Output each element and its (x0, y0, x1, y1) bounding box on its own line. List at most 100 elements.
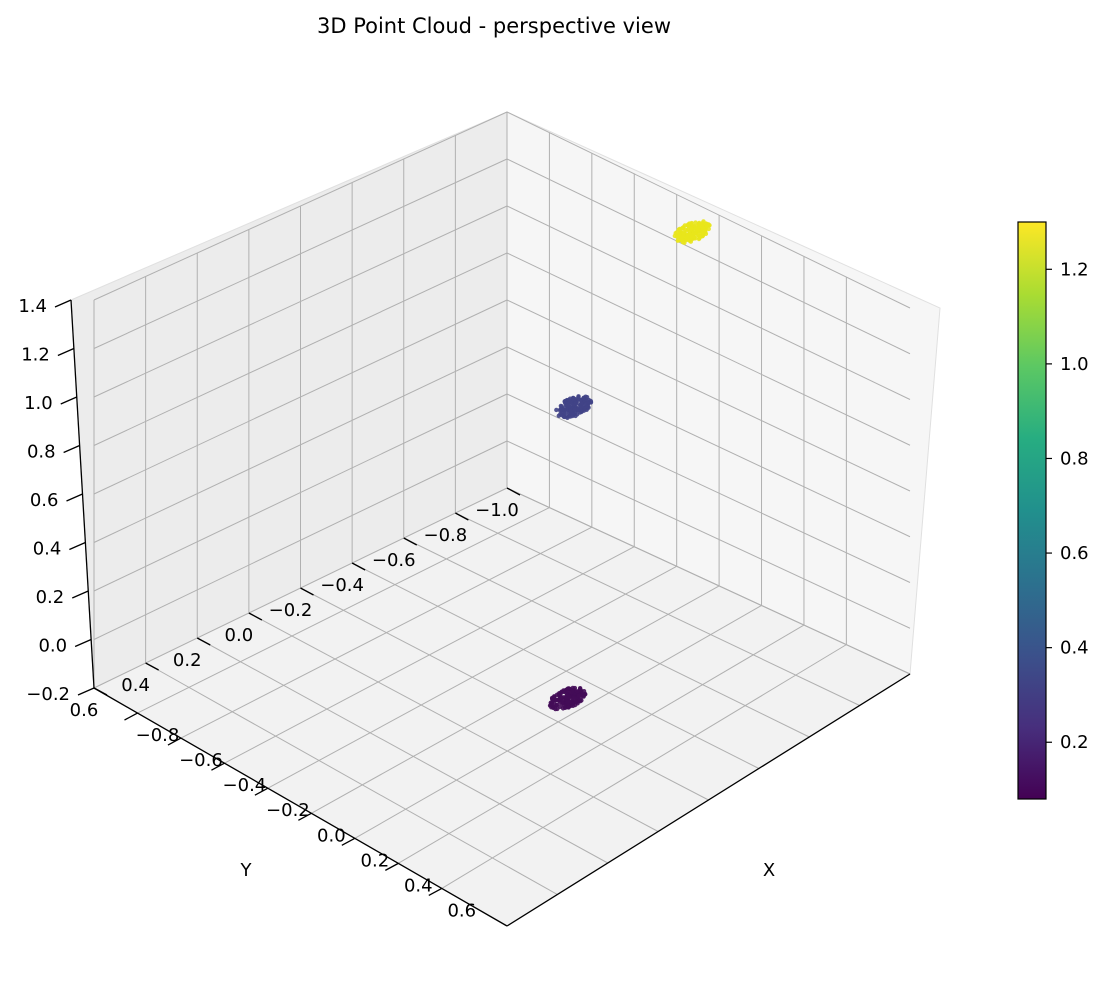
y-tick-mark (351, 562, 366, 571)
grid-line-z-left (93, 299, 508, 495)
z-tick-mark (77, 687, 95, 696)
scatter-point (547, 703, 553, 708)
point-clusters (547, 219, 712, 712)
y-tick-label: 0.2 (173, 650, 202, 671)
scatter-point (565, 699, 570, 705)
x-tick-mark (428, 887, 443, 896)
scatter-point (693, 220, 698, 225)
x-tick-mark (167, 737, 182, 746)
scatter-point (560, 700, 565, 705)
z-tick-label: 0.4 (33, 539, 62, 560)
y-tick-mark (403, 537, 418, 546)
scatter-point (576, 407, 581, 412)
scatter-point (687, 232, 693, 237)
scatter-point (696, 233, 702, 238)
scatter-point (577, 698, 582, 703)
x-tick-mark (211, 762, 225, 771)
scatter-point (706, 226, 711, 232)
y-tick-label: 0.0 (225, 625, 254, 646)
z-tick-mark (63, 444, 80, 454)
z-tick-label: 0.8 (27, 442, 56, 463)
z-tick-mark (60, 396, 78, 405)
scatter-point (573, 400, 579, 406)
grid-line-z-right (506, 252, 911, 446)
scatter-point (702, 228, 708, 233)
grid-line-y-floor (145, 662, 558, 895)
colorbar (1017, 221, 1047, 800)
y-tick-mark (300, 587, 314, 596)
x-tick-label: 0.2 (361, 850, 390, 871)
grid-line-y-floor (248, 612, 659, 832)
colorbar-tick-label: 1.0 (1060, 354, 1089, 375)
scatter-point (695, 226, 700, 231)
scatter-point (570, 703, 576, 708)
scatter-point (550, 697, 555, 702)
grid-line-y-floor (455, 512, 860, 706)
z-tick-label: −0.2 (26, 684, 70, 705)
grid-line-y-floor (300, 587, 709, 801)
grid-line-z-left (93, 440, 508, 640)
scatter-point (584, 401, 590, 406)
grid-line-z-left (93, 252, 508, 446)
scatter-point (579, 401, 584, 406)
z-tick-mark (66, 493, 83, 502)
y-tick-label: −0.4 (320, 575, 364, 596)
grid-line-z-right (506, 205, 911, 400)
z-tick-mark (71, 590, 89, 599)
x-tick-label: 0.6 (447, 900, 476, 921)
colorbar-tick-label: 0.4 (1060, 638, 1089, 659)
z-tick-label: 1.4 (18, 296, 47, 317)
scatter-point (554, 407, 559, 413)
z-tick-label: 0.0 (38, 636, 67, 657)
grid-line-z-right (506, 111, 911, 309)
y-tick-mark (455, 512, 469, 521)
scatter-point (681, 231, 686, 236)
scatter-point (566, 694, 572, 700)
colorbar-tick-label: 0.8 (1060, 448, 1089, 469)
point-cluster-1 (672, 219, 712, 245)
y-tick-label: −0.2 (269, 600, 313, 621)
scatter-point (570, 689, 575, 694)
colorbar-tick-label: 0.2 (1060, 732, 1089, 753)
x-tick-label: −0.8 (136, 725, 180, 746)
z-tick-mark (54, 299, 72, 308)
scatter-point (680, 240, 686, 245)
z-tick-label: 1.2 (21, 345, 50, 366)
scatter-point (704, 221, 709, 227)
x-axis-line (506, 673, 911, 927)
grid-line-z-left (93, 393, 508, 592)
tick-labels: −1.0−0.8−0.6−0.4−0.20.00.20.40.6−0.8−0.6… (18, 296, 519, 921)
x-tick-label: −0.4 (223, 775, 267, 796)
scatter-point (575, 689, 580, 694)
grid-line-y-floor (197, 637, 608, 864)
y-tick-mark (196, 637, 211, 646)
grid-line-z-right (506, 440, 911, 629)
x-tick-mark (385, 862, 399, 871)
y-tick-label: −0.8 (424, 525, 468, 546)
y-tick-label: 0.4 (121, 675, 150, 696)
x-tick-mark (298, 812, 312, 821)
scatter-point (581, 689, 587, 694)
scatter-point (686, 222, 691, 227)
scatter-point (559, 695, 564, 700)
scatter-point (570, 695, 576, 701)
x-tick-label: 0.0 (317, 825, 346, 846)
x-tick-mark (341, 837, 356, 846)
scatter-point (565, 403, 570, 408)
x-tick-mark (124, 712, 138, 721)
z-tick-label: 0.6 (30, 490, 59, 511)
grid-line-z-left (93, 111, 508, 301)
scatter-point (562, 410, 567, 416)
scatter-point (677, 227, 683, 232)
z-tick-mark (57, 347, 75, 357)
scatter-point (698, 222, 703, 227)
scatter-point (562, 705, 568, 710)
scatter-point (553, 706, 558, 712)
y-tick-mark (506, 487, 521, 496)
grid-line-z-right (506, 487, 911, 675)
grid-line-z-right (506, 393, 911, 583)
grid-line-z-right (506, 346, 911, 538)
point-cluster-3 (547, 685, 588, 712)
scatter-point (688, 226, 693, 232)
grid-line-z-left (93, 158, 508, 349)
